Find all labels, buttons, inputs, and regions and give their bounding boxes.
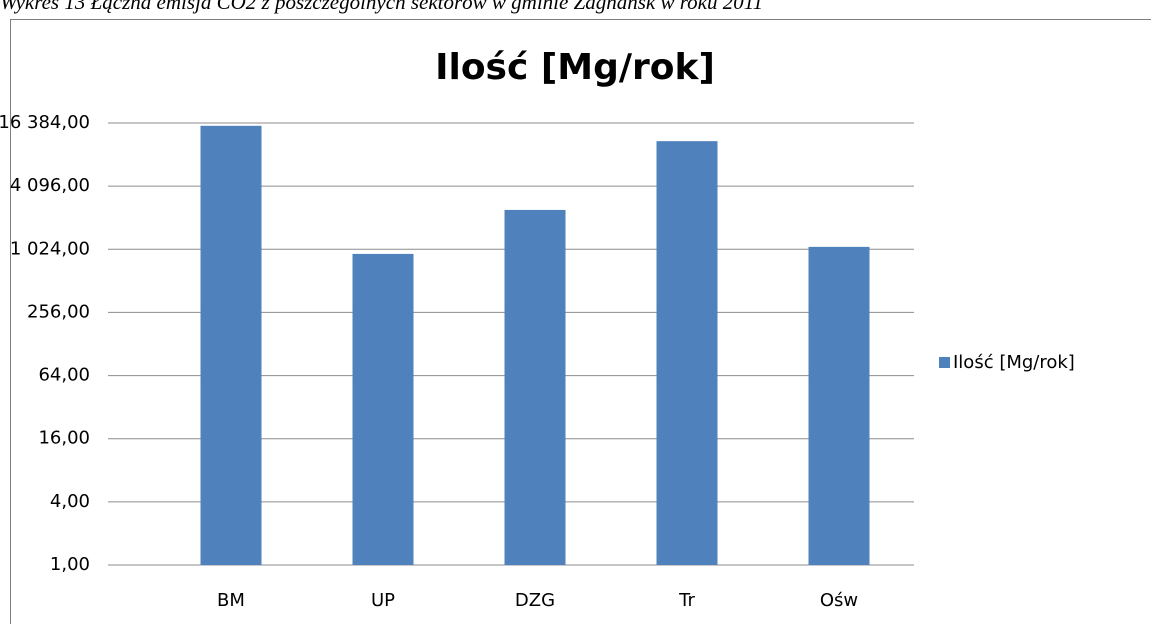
bar <box>504 209 566 566</box>
bar <box>200 125 262 565</box>
y-tick-label: 4 096,00 <box>10 175 90 196</box>
caption: Wykres 13 Łączna emisja CO2 z poszczegól… <box>0 0 763 14</box>
y-tick-label: 16 384,00 <box>0 112 90 133</box>
y-tick-label: 1,00 <box>50 554 90 575</box>
bar <box>656 141 718 565</box>
y-tick-label: 64,00 <box>38 365 90 386</box>
legend-swatch <box>939 357 950 368</box>
x-tick-label: Ośw <box>820 590 858 611</box>
x-tick-label: DZG <box>515 590 555 611</box>
y-tick-label: 4,00 <box>50 491 90 512</box>
y-tick-label: 16,00 <box>38 428 90 449</box>
y-tick-label: 1 024,00 <box>10 238 90 259</box>
legend-label: Ilość [Mg/rok] <box>953 352 1075 373</box>
y-tick-label: 256,00 <box>27 301 90 322</box>
chart-frame <box>10 19 1151 624</box>
chart-title: Ilość [Mg/rok] <box>435 47 715 88</box>
bar <box>808 246 870 565</box>
x-tick-label: Tr <box>678 590 695 611</box>
x-tick-label: BM <box>217 590 245 611</box>
bar <box>352 253 414 566</box>
x-tick-label: UP <box>371 590 395 611</box>
